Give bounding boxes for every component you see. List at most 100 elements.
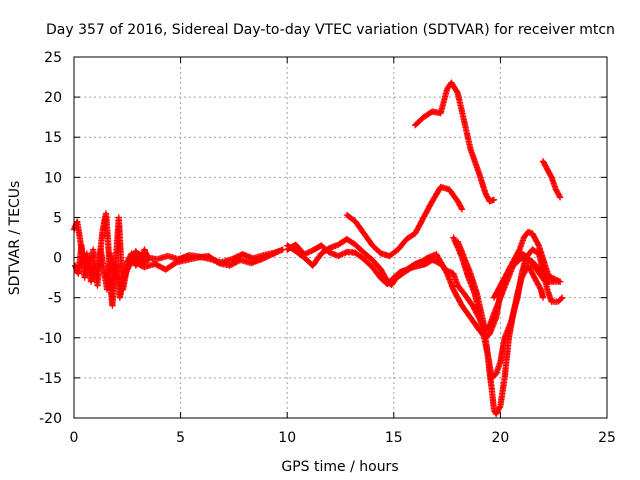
data-point	[493, 296, 495, 299]
data-point	[363, 251, 365, 254]
data-point	[363, 258, 365, 261]
data-point	[112, 272, 115, 275]
data-point	[520, 256, 523, 259]
data-point	[76, 220, 78, 223]
data-point	[493, 409, 495, 411]
series-satellite-l	[539, 158, 564, 201]
data-point	[87, 260, 89, 263]
data-point	[478, 172, 480, 175]
data-point	[346, 214, 348, 216]
data-point	[499, 361, 502, 363]
data-point	[463, 292, 466, 295]
data-point	[92, 248, 94, 251]
data-point	[143, 248, 146, 251]
data-point	[312, 249, 314, 252]
data-point	[220, 261, 222, 264]
data-point	[414, 263, 416, 265]
data-point	[420, 260, 423, 263]
data-point	[175, 261, 178, 264]
chart-title: Day 357 of 2016, Sidereal Day-to-day VTE…	[46, 22, 615, 38]
data-point	[555, 188, 557, 191]
data-point	[337, 255, 340, 257]
data-point	[273, 251, 276, 254]
data-point	[380, 277, 382, 280]
data-point	[109, 252, 111, 255]
data-point	[241, 253, 244, 256]
data-point	[135, 251, 137, 254]
data-point	[102, 228, 104, 231]
data-point	[156, 258, 158, 261]
data-point	[499, 296, 502, 299]
data-point	[488, 333, 491, 335]
data-point	[542, 160, 544, 163]
data-point	[486, 353, 489, 355]
data-point	[390, 284, 393, 286]
data-point	[119, 296, 121, 299]
y-tick-label: -5	[48, 291, 62, 307]
data-point	[491, 377, 493, 379]
data-point	[512, 260, 514, 263]
data-point	[457, 284, 459, 287]
data-point	[329, 247, 331, 249]
data-point	[399, 271, 402, 273]
data-point	[346, 238, 348, 240]
data-point	[461, 304, 463, 307]
data-point	[525, 256, 527, 259]
data-point	[531, 260, 534, 263]
data-point	[457, 92, 459, 94]
data-point	[186, 259, 188, 261]
data-point	[228, 264, 231, 267]
data-point	[452, 236, 455, 239]
data-point	[286, 244, 289, 247]
data-point	[115, 248, 118, 251]
data-point	[90, 280, 92, 283]
data-point	[154, 263, 156, 265]
data-point	[559, 280, 561, 283]
data-point	[516, 296, 519, 299]
data-point	[557, 300, 559, 303]
data-point	[520, 272, 523, 275]
y-tick-label: 0	[53, 251, 62, 267]
data-point	[164, 268, 167, 271]
data-point	[120, 256, 122, 259]
data-point	[99, 248, 102, 251]
data-point	[103, 268, 105, 271]
series-satellite-j	[454, 238, 566, 382]
data-point	[167, 255, 169, 257]
data-point	[286, 248, 289, 251]
data-point	[503, 337, 506, 339]
x-tick-label: 5	[176, 430, 185, 446]
data-point	[79, 240, 82, 243]
data-point	[561, 296, 563, 299]
data-point	[422, 116, 425, 118]
data-point	[177, 258, 180, 261]
data-point	[74, 264, 76, 267]
data-point	[337, 243, 340, 246]
data-point	[431, 110, 434, 113]
data-point	[435, 253, 438, 256]
data-point	[388, 255, 391, 257]
data-point	[354, 243, 357, 246]
data-point	[231, 258, 233, 261]
data-point	[294, 250, 297, 252]
data-point	[495, 373, 497, 375]
data-point	[405, 268, 408, 271]
data-point	[527, 264, 529, 267]
data-point	[471, 304, 474, 307]
y-tick-label: 5	[53, 210, 62, 226]
data-point	[320, 244, 323, 247]
data-point	[294, 243, 297, 246]
data-point	[435, 260, 438, 263]
data-point	[132, 260, 135, 263]
data-point	[397, 248, 399, 251]
data-point	[111, 304, 114, 307]
data-point	[126, 260, 129, 263]
data-point	[484, 192, 487, 195]
data-point	[469, 148, 472, 151]
data-point	[354, 220, 357, 223]
data-point	[469, 272, 472, 275]
data-point	[482, 320, 485, 323]
data-point	[506, 272, 508, 275]
data-point	[544, 264, 546, 267]
data-point	[143, 266, 146, 269]
